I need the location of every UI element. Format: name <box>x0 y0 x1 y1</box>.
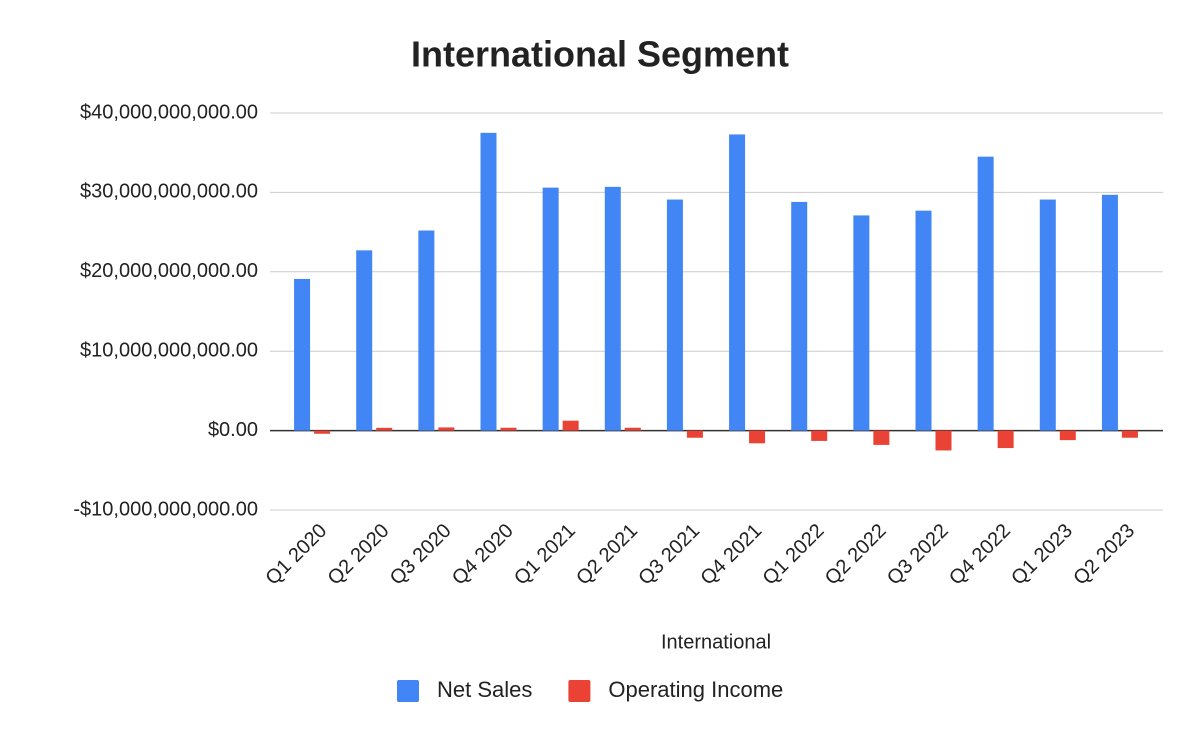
bar <box>376 427 393 431</box>
bar <box>438 427 455 431</box>
y-tick-label: $10,000,000,000.00 <box>80 339 258 361</box>
bar <box>686 430 703 438</box>
y-tick-label: $40,000,000,000.00 <box>80 101 258 123</box>
bar <box>314 430 331 434</box>
bar <box>356 250 373 431</box>
bar <box>873 430 890 445</box>
y-tick-label: -$10,000,000,000.00 <box>73 498 258 520</box>
bar <box>480 132 497 431</box>
bar <box>935 430 952 451</box>
bar <box>542 187 559 431</box>
bar <box>791 201 808 431</box>
bar <box>294 278 311 431</box>
bar <box>500 427 517 431</box>
bar <box>1101 194 1118 431</box>
x-axis-label: International <box>661 631 771 653</box>
bar <box>729 134 746 431</box>
legend-label: Net Sales <box>437 677 532 702</box>
bar <box>811 430 828 441</box>
bar <box>562 420 579 431</box>
legend-swatch <box>397 680 419 702</box>
y-tick-label: $0.00 <box>208 419 258 441</box>
bar <box>915 210 932 431</box>
y-tick-label: $30,000,000,000.00 <box>80 181 258 203</box>
y-tick-label: $20,000,000,000.00 <box>80 260 258 282</box>
bar <box>1059 430 1076 441</box>
bar <box>749 430 766 444</box>
bar <box>624 427 641 431</box>
bar <box>853 215 870 431</box>
bar <box>977 156 994 431</box>
legend-label: Operating Income <box>608 677 783 702</box>
legend-swatch <box>568 680 591 702</box>
bar <box>1121 430 1138 438</box>
bar <box>604 186 621 431</box>
bar <box>997 430 1014 449</box>
chart-title: International Segment <box>411 34 789 75</box>
bar <box>418 230 435 431</box>
bar <box>1039 199 1056 431</box>
bar <box>666 199 683 431</box>
